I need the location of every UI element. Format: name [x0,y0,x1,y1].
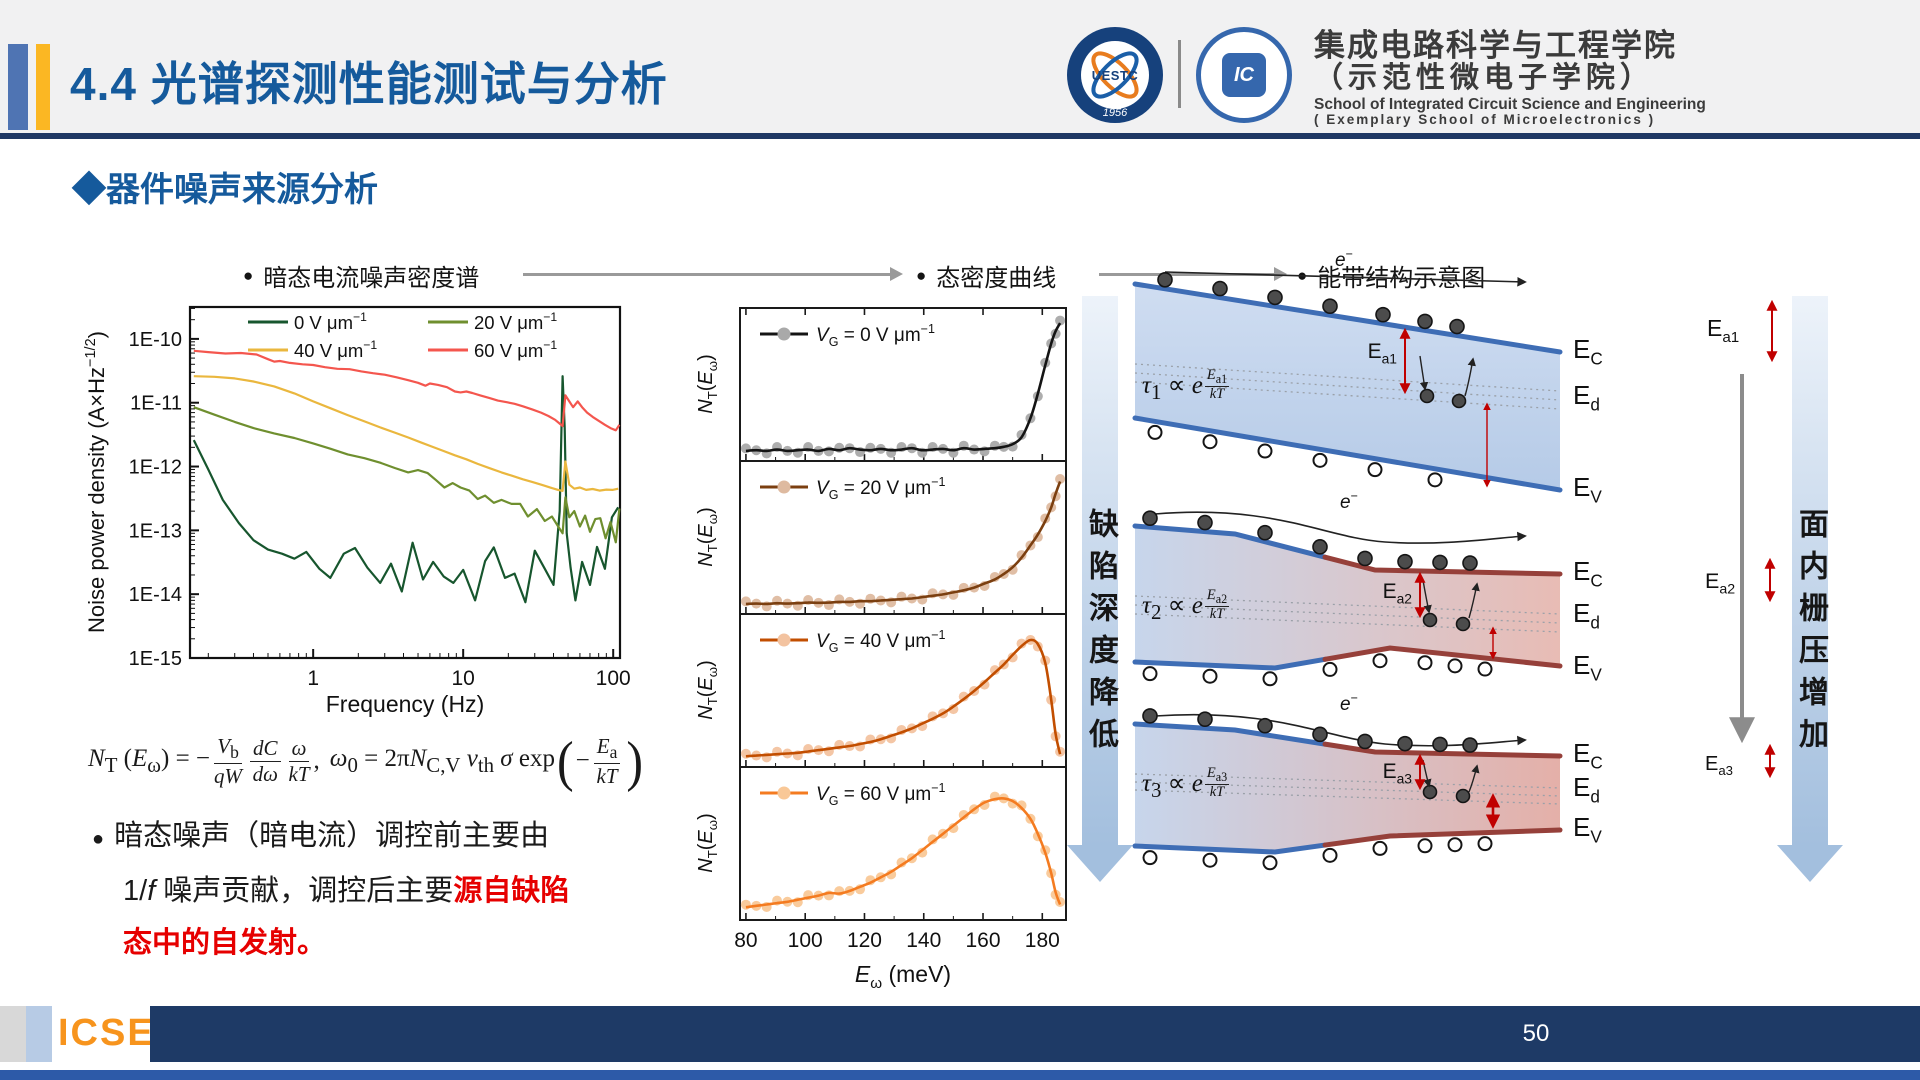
svg-text:10: 10 [452,667,475,690]
tau1-formula: τ1 ∝ e Ea1 kT [1142,367,1230,404]
bullet-icon: ● [916,265,927,285]
section-heading: ◆器件噪声来源分析 [72,171,378,209]
school-name-cn: 集成电路科学与工程学院 [1314,28,1677,63]
svg-text:Ea3: Ea3 [1705,753,1733,778]
svg-text:e−: e− [1340,691,1358,715]
gate-voltage-label: 面内栅压增加 [1794,508,1827,760]
gate-voltage-arrow-band: 面内栅压增加 [1792,296,1828,845]
header-band [0,0,1920,133]
svg-text:Eω (meV): Eω (meV) [855,961,951,992]
svg-text:1E-13: 1E-13 [129,520,182,542]
svg-text:EV: EV [1573,472,1602,507]
svg-text:120: 120 [847,929,882,952]
svg-text:VG = 0 V μm−1: VG = 0 V μm−1 [816,322,935,349]
svg-text:Frequency (Hz): Frequency (Hz) [326,691,484,717]
svg-text:1E-12: 1E-12 [129,457,182,479]
svg-text:1E-10: 1E-10 [129,329,182,351]
svg-text:20 V μm−1: 20 V μm−1 [474,310,557,333]
svg-text:140: 140 [906,929,941,952]
svg-text:60 V μm−1: 60 V μm−1 [474,338,557,361]
svg-text:VG = 60 V μm−1: VG = 60 V μm−1 [816,781,946,808]
density-of-states-chart: VG = 0 V μm−1 NT(Eω) VG = 20 V μm−1 NT(Eω) V… [695,307,1067,992]
uestc-logo-text: UESTC [1091,67,1139,83]
svg-text:180: 180 [1025,929,1060,952]
svg-text:40 V μm−1: 40 V μm−1 [294,338,377,361]
uestc-logo: UESTC 1956 [1067,27,1163,123]
diamond-bullet-icon: ◆ [72,171,106,209]
svg-text:1: 1 [307,667,319,690]
uestc-logo-year: 1956 [1102,107,1128,119]
svg-text:NT(Eω): NT(Eω) [695,354,720,414]
accent-bar-blue [8,44,28,130]
highlight-red-text: 态中的自发射。 [123,927,327,959]
school-name-en2: ( Exemplary School of Microelectronics ) [1314,112,1656,128]
svg-text:1E-14: 1E-14 [129,584,182,606]
defect-depth-arrow-band: 缺陷深度降低 [1082,296,1118,845]
icse-footer-logo: ICSE [58,1012,155,1054]
svg-text:Ea3: Ea3 [1383,760,1413,786]
defect-depth-label: 缺陷深度降低 [1084,508,1117,760]
arrow-down-icon [1777,845,1843,882]
svg-text:NT(Eω): NT(Eω) [695,660,720,720]
svg-text:100: 100 [596,667,631,690]
accent-bar-yellow [36,44,50,130]
icse-logo: IC [1196,27,1292,123]
flow-arrow-icon [1099,267,1287,281]
flow-label-dos: ● 态密度曲线 [916,265,1057,292]
band-structure-diagrams: e−Ea1 ECEdEVe−Ea2ECEdEVe−Ea3ECEdEVEa1Ea2E… [1132,247,1778,871]
svg-text:100: 100 [788,929,823,952]
school-name-block: 集成电路科学与工程学院 （示范性微电子学院） School of Integra… [1314,28,1914,128]
svg-text:NT(Eω): NT(Eω) [695,813,720,873]
svg-text:Ed: Ed [1573,772,1600,807]
page-number: 50 [1522,1020,1550,1047]
logo-separator [1178,40,1181,108]
tau2-formula: τ2 ∝ e Ea2 kT [1142,587,1230,624]
footer-square-gray [0,1006,26,1062]
trap-density-formula: NT (Eω) = − Vb qW dC dω ω kT , ω0 = 2πNC,V … [88,729,643,793]
svg-text:Ea1: Ea1 [1707,315,1739,346]
svg-text:1E-15: 1E-15 [129,648,182,670]
svg-text:Ed: Ed [1573,380,1600,415]
svg-text:Noise power density (A×Hz−1/2): Noise power density (A×Hz−1/2) [83,331,109,633]
svg-text:EC: EC [1573,556,1603,591]
svg-text:EV: EV [1573,812,1602,847]
bullet-icon: ● [92,828,105,850]
footer-bar [150,1006,1920,1062]
noise-spectrum-chart: 1E-10 1E-11 1E-12 1E-13 1E-14 1E-15 1 10 100 0 V … [83,305,631,717]
svg-text:EC: EC [1573,738,1603,773]
flow-label-noise: ● 暗态电流噪声密度谱 [243,265,480,292]
svg-text:EC: EC [1573,334,1603,369]
svg-text:80: 80 [734,929,757,952]
svg-text:EV: EV [1573,650,1602,685]
bullet-icon: ● [1297,265,1308,285]
svg-text:VG = 40 V μm−1: VG = 40 V μm−1 [816,628,946,655]
footer-strip [0,1070,1920,1080]
conclusion-text: ● 暗态噪声（暗电流）调控前主要由 1/f 噪声贡献，调控后主要源自缺陷 态中的自… [92,820,570,959]
school-name-cn2: （示范性微电子学院） [1314,61,1655,94]
arrow-down-icon [1067,845,1133,882]
school-name-en: School of Integrated Circuit Science and… [1314,95,1706,113]
page-title: 4.4 光谱探测性能测试与分析 [70,58,668,110]
svg-text:e−: e− [1335,247,1353,271]
svg-text:160: 160 [965,929,1000,952]
svg-text:VG = 20 V μm−1: VG = 20 V μm−1 [816,475,946,502]
header-divider [0,133,1920,139]
svg-text:Ed: Ed [1573,598,1600,633]
tau3-formula: τ3 ∝ e Ea3 kT [1142,765,1230,802]
flow-arrow-icon [523,267,903,281]
svg-text:1E-11: 1E-11 [130,393,182,415]
svg-text:e−: e− [1340,489,1358,513]
highlight-red-text: 源自缺陷 [453,875,570,907]
bullet-icon: ● [243,265,254,285]
svg-text:NT(Eω): NT(Eω) [695,507,720,567]
svg-text:Ea2: Ea2 [1383,580,1413,606]
atom-icon [1091,51,1139,99]
svg-text:Ea2: Ea2 [1705,569,1735,597]
svg-text:Ea1: Ea1 [1368,340,1398,366]
icse-logo-text: IC [1222,53,1266,97]
svg-text:0 V μm−1: 0 V μm−1 [294,310,367,333]
uestc-logo-inner: UESTC [1081,41,1149,109]
footer-square-blue [26,1006,52,1062]
